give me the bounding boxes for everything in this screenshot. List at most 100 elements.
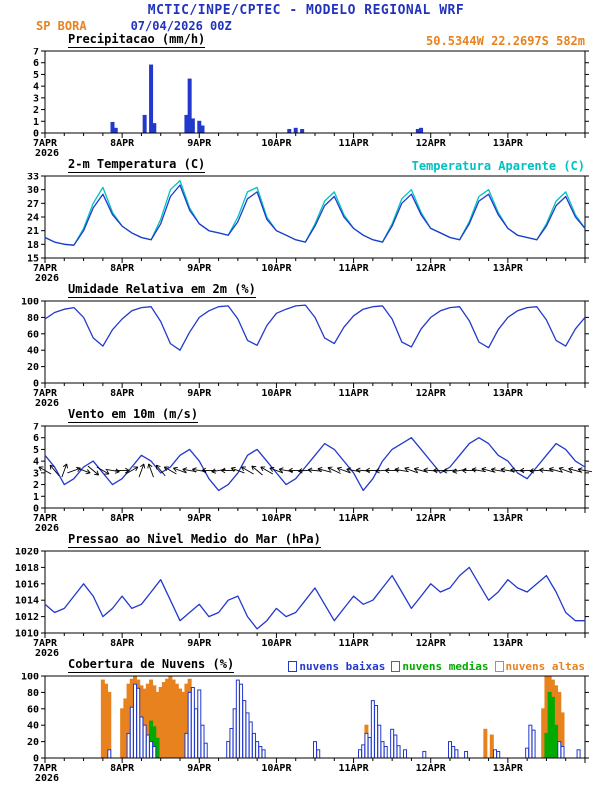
svg-text:8APR: 8APR bbox=[110, 513, 135, 524]
svg-text:40: 40 bbox=[27, 721, 39, 732]
svg-text:4: 4 bbox=[33, 82, 39, 93]
svg-text:3: 3 bbox=[33, 468, 39, 479]
svg-text:13APR: 13APR bbox=[493, 513, 524, 524]
svg-text:80: 80 bbox=[27, 688, 39, 699]
svg-text:11APR: 11APR bbox=[339, 263, 370, 274]
svg-text:10APR: 10APR bbox=[261, 388, 292, 399]
station-name: SP BORA bbox=[36, 19, 87, 33]
svg-text:2026: 2026 bbox=[35, 648, 59, 658]
svg-text:11APR: 11APR bbox=[339, 513, 370, 524]
svg-text:7APR: 7APR bbox=[33, 263, 58, 274]
svg-text:6: 6 bbox=[33, 433, 39, 444]
svg-text:12APR: 12APR bbox=[416, 388, 447, 399]
cloud-legend: nuvens baixas nuvens medias nuvens altas bbox=[288, 660, 585, 673]
svg-text:12APR: 12APR bbox=[416, 763, 447, 774]
pressure-plot: 1010 1012 1014 1016 1018 1020 7APR 8APR 9APR 10AP… bbox=[15, 548, 589, 658]
clouds-plot: 0 20 40 60 80 100 7APR 8APR 9APR 10APR 11APR 12APR 1… bbox=[21, 673, 589, 783]
svg-text:12APR: 12APR bbox=[416, 138, 447, 149]
svg-text:27: 27 bbox=[27, 199, 39, 210]
panel-title-wind: Vento em 10m (m/s) bbox=[68, 407, 199, 423]
legend-nuvens-medias: nuvens medias bbox=[391, 660, 489, 673]
svg-text:0: 0 bbox=[33, 754, 39, 765]
svg-text:1: 1 bbox=[33, 117, 39, 128]
svg-text:10APR: 10APR bbox=[261, 638, 292, 649]
svg-text:7APR: 7APR bbox=[33, 388, 58, 399]
nuvens-medias-label: nuvens medias bbox=[402, 660, 489, 673]
svg-text:1018: 1018 bbox=[15, 563, 39, 574]
svg-text:4: 4 bbox=[33, 457, 39, 468]
svg-text:1016: 1016 bbox=[15, 579, 39, 590]
svg-text:100: 100 bbox=[21, 673, 39, 683]
panel-title-temperature: 2-m Temperatura (C) bbox=[68, 157, 206, 173]
panel-title-pressure: Pressao ao Nivel Medio do Mar (hPa) bbox=[68, 532, 321, 548]
panel-wind: Vento em 10m (m/s) 0 1 2 3 4 5 6 7 7APR 8APR 9APR 1… bbox=[0, 407, 612, 533]
svg-text:13APR: 13APR bbox=[493, 763, 524, 774]
svg-text:12APR: 12APR bbox=[416, 638, 447, 649]
svg-text:15: 15 bbox=[27, 254, 39, 265]
humidity-plot: 0 20 40 60 80 100 7APR 8APR 9APR 10APR 11APR 12APR 1… bbox=[21, 298, 589, 408]
panel-title-precipitation: Precipitacao (mm/h) bbox=[68, 32, 206, 48]
svg-text:1012: 1012 bbox=[15, 612, 39, 623]
svg-text:60: 60 bbox=[27, 329, 39, 340]
panel-clouds: Cobertura de Nuvens (%) nuvens baixas nu… bbox=[0, 657, 612, 783]
svg-text:13APR: 13APR bbox=[493, 263, 524, 274]
svg-text:7APR: 7APR bbox=[33, 638, 58, 649]
svg-text:2026: 2026 bbox=[35, 398, 59, 408]
nuvens-baixas-label: nuvens baixas bbox=[299, 660, 386, 673]
svg-text:9APR: 9APR bbox=[187, 138, 212, 149]
legend-nuvens-altas: nuvens altas bbox=[494, 660, 585, 673]
svg-text:11APR: 11APR bbox=[339, 763, 370, 774]
svg-text:0: 0 bbox=[33, 379, 39, 390]
svg-text:1014: 1014 bbox=[15, 596, 39, 607]
nuvens-medias-box-icon bbox=[391, 661, 401, 672]
svg-text:9APR: 9APR bbox=[187, 263, 212, 274]
apparent-temperature-legend: Temperatura Aparente (C) bbox=[411, 159, 585, 173]
panel-title-clouds: Cobertura de Nuvens (%) bbox=[68, 657, 235, 673]
svg-text:7: 7 bbox=[33, 423, 39, 433]
svg-text:80: 80 bbox=[27, 313, 39, 324]
svg-text:9APR: 9APR bbox=[187, 763, 212, 774]
nuvens-altas-label: nuvens altas bbox=[505, 660, 585, 673]
nuvens-altas-box-icon bbox=[494, 661, 504, 672]
svg-text:8APR: 8APR bbox=[110, 138, 135, 149]
run-datetime: 07/04/2026 00Z bbox=[130, 19, 232, 33]
svg-text:13APR: 13APR bbox=[493, 388, 524, 399]
svg-text:100: 100 bbox=[21, 298, 39, 308]
svg-text:13APR: 13APR bbox=[493, 138, 524, 149]
svg-text:7APR: 7APR bbox=[33, 513, 58, 524]
panel-precipitation: Precipitacao (mm/h) 50.5344W 22.2697S 58… bbox=[0, 32, 612, 158]
svg-text:8APR: 8APR bbox=[110, 638, 135, 649]
svg-text:5: 5 bbox=[33, 70, 39, 81]
svg-text:10APR: 10APR bbox=[261, 763, 292, 774]
temperature-plot: 15 18 21 24 27 30 33 7APR 8APR 9APR 10APR 11APR 12AP… bbox=[27, 173, 589, 283]
svg-text:40: 40 bbox=[27, 346, 39, 357]
svg-text:7APR: 7APR bbox=[33, 138, 58, 149]
svg-text:9APR: 9APR bbox=[187, 513, 212, 524]
svg-text:0: 0 bbox=[33, 504, 39, 515]
panel-pressure: Pressao ao Nivel Medio do Mar (hPa) 1010… bbox=[0, 532, 612, 658]
nuvens-baixas-box-icon bbox=[288, 661, 298, 672]
svg-text:10APR: 10APR bbox=[261, 263, 292, 274]
svg-text:21: 21 bbox=[27, 226, 39, 237]
svg-text:11APR: 11APR bbox=[339, 138, 370, 149]
svg-text:24: 24 bbox=[27, 213, 39, 224]
svg-text:2: 2 bbox=[33, 105, 39, 116]
svg-text:11APR: 11APR bbox=[339, 388, 370, 399]
panel-humidity: Umidade Relativa em 2m (%) 0 20 40 60 80 100 7… bbox=[0, 282, 612, 408]
svg-text:10APR: 10APR bbox=[261, 513, 292, 524]
svg-text:18: 18 bbox=[27, 240, 39, 251]
svg-text:13APR: 13APR bbox=[493, 638, 524, 649]
svg-text:2: 2 bbox=[33, 480, 39, 491]
svg-text:8APR: 8APR bbox=[110, 388, 135, 399]
svg-text:10APR: 10APR bbox=[261, 138, 292, 149]
svg-text:9APR: 9APR bbox=[187, 388, 212, 399]
svg-text:3: 3 bbox=[33, 93, 39, 104]
svg-text:20: 20 bbox=[27, 737, 39, 748]
svg-text:9APR: 9APR bbox=[187, 638, 212, 649]
svg-text:60: 60 bbox=[27, 704, 39, 715]
svg-text:2026: 2026 bbox=[35, 523, 59, 533]
svg-text:2026: 2026 bbox=[35, 773, 59, 783]
svg-text:1020: 1020 bbox=[15, 548, 39, 558]
